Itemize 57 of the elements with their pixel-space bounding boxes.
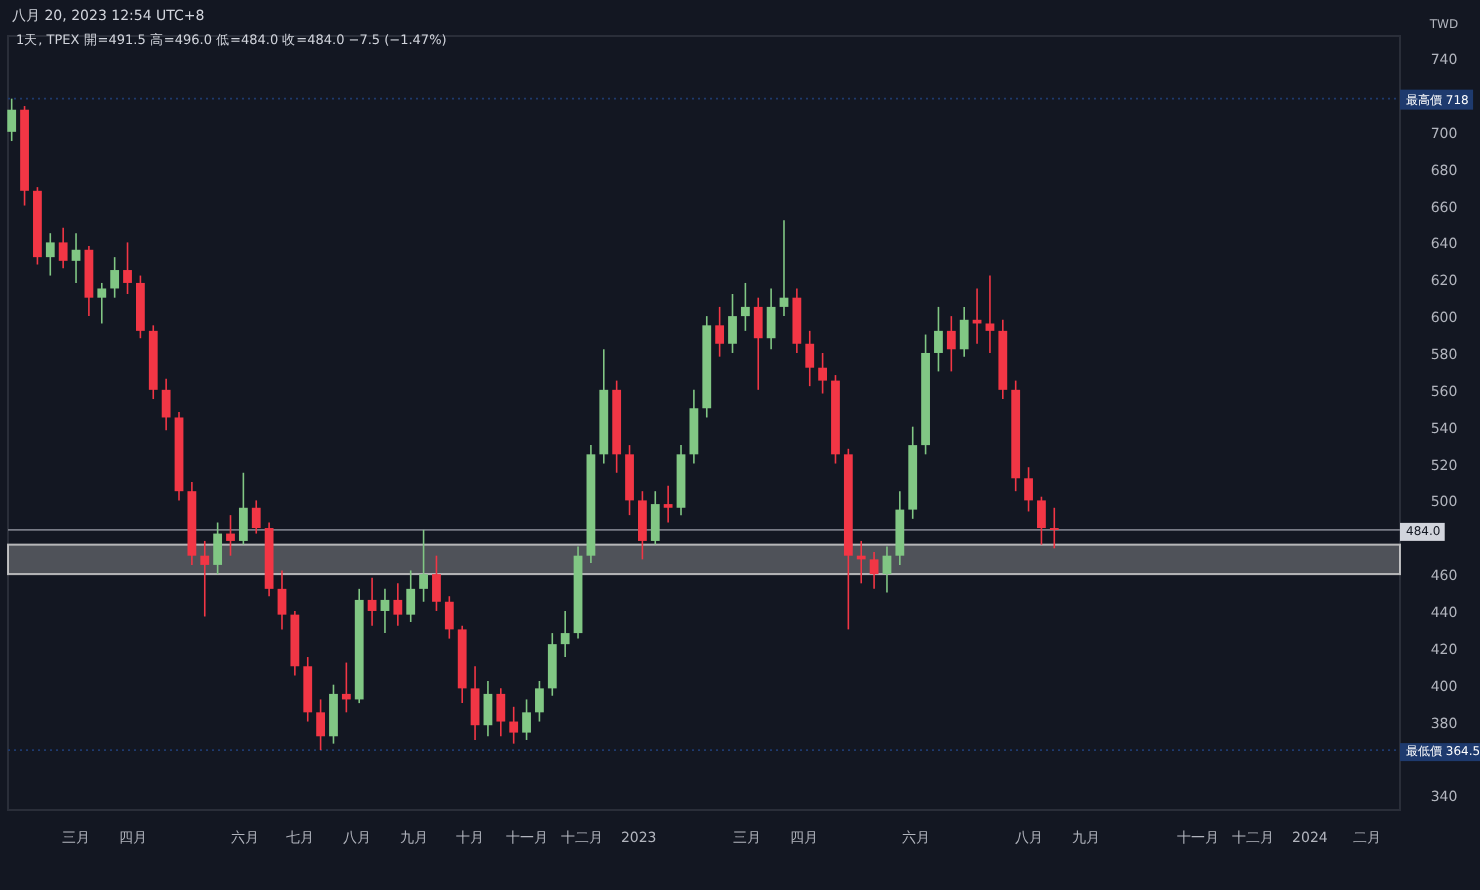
candlestick — [238, 471, 248, 546]
candlestick — [560, 610, 570, 658]
candlestick — [740, 282, 750, 332]
candlestick — [277, 569, 287, 631]
candlestick — [419, 529, 428, 603]
candlestick — [805, 330, 815, 387]
candlestick — [535, 680, 544, 723]
candlestick — [509, 706, 519, 745]
candlestick — [7, 97, 17, 142]
candlestick — [663, 484, 673, 524]
candlestick — [110, 256, 120, 299]
candlestick — [946, 315, 956, 373]
candlestick — [316, 698, 325, 751]
candlestick — [959, 306, 969, 358]
candlestick — [136, 274, 145, 340]
candlestick — [432, 554, 441, 612]
candlestick — [226, 514, 235, 557]
candlestick — [689, 389, 699, 465]
candlestick — [1049, 506, 1059, 550]
candlestick — [341, 661, 351, 714]
candlestick — [470, 665, 480, 741]
candlestick — [625, 444, 634, 516]
candlestick — [638, 490, 647, 561]
candlestick — [934, 306, 943, 373]
candlestick — [522, 698, 531, 741]
candlestick — [251, 499, 261, 535]
candlestick — [766, 287, 776, 351]
candlestick — [329, 683, 338, 745]
candlestick — [444, 595, 454, 640]
candlestick — [213, 521, 223, 575]
candlestick — [869, 551, 879, 590]
candlestick — [45, 232, 55, 277]
candlestick — [1024, 466, 1033, 513]
candlestick — [406, 569, 416, 623]
candlestick — [367, 577, 377, 627]
candlestick — [84, 245, 94, 317]
candlestick — [728, 293, 737, 354]
candlestick — [753, 296, 763, 391]
candlestick — [303, 656, 313, 723]
candlestick — [496, 687, 506, 738]
candlestick — [1037, 495, 1046, 546]
candlestick — [161, 377, 171, 432]
candlestick — [650, 490, 660, 546]
candlestick — [792, 287, 802, 354]
candlestick — [123, 241, 132, 295]
candlestick — [547, 632, 557, 697]
candlestick — [985, 274, 995, 354]
candlestick — [483, 680, 493, 738]
candlestick — [97, 282, 107, 325]
candlestick — [818, 352, 828, 395]
candlestick — [71, 232, 81, 284]
candlestick — [715, 306, 725, 358]
candlestick — [895, 490, 905, 566]
candlestick — [393, 582, 403, 627]
candlestick — [58, 226, 68, 269]
candlestick — [200, 540, 210, 618]
candlestick — [380, 588, 390, 634]
